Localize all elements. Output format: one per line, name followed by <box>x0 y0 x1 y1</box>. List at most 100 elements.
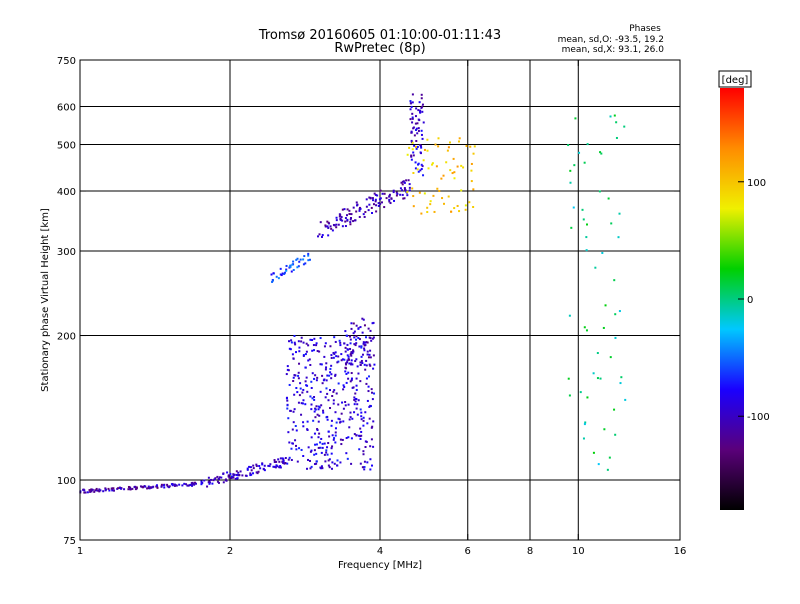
data-point <box>346 208 349 211</box>
data-point <box>288 340 291 343</box>
data-point <box>313 432 316 435</box>
data-point <box>362 453 365 456</box>
data-point <box>410 158 413 161</box>
data-point <box>273 465 276 468</box>
data-point <box>350 217 353 220</box>
data-point <box>412 195 415 198</box>
data-point <box>160 483 163 486</box>
data-point <box>357 327 360 330</box>
data-point <box>285 397 288 400</box>
data-point <box>620 376 623 379</box>
data-point <box>334 340 337 343</box>
data-point <box>368 196 371 199</box>
data-point <box>352 349 355 352</box>
data-point <box>365 382 368 385</box>
data-point <box>207 476 210 479</box>
data-point <box>236 474 239 477</box>
data-point <box>377 202 380 205</box>
data-point <box>300 340 303 343</box>
data-point <box>376 194 379 197</box>
data-point <box>375 210 378 213</box>
data-point <box>320 404 323 407</box>
data-point <box>360 418 363 421</box>
data-point <box>371 322 374 325</box>
data-point <box>323 442 326 445</box>
data-point <box>349 218 352 221</box>
data-point <box>295 444 298 447</box>
data-point <box>297 374 300 377</box>
data-point <box>290 341 293 344</box>
data-point <box>320 451 323 454</box>
data-point <box>297 371 300 374</box>
data-point <box>282 460 285 463</box>
data-point <box>572 206 575 209</box>
data-point <box>410 105 413 108</box>
grid-lines <box>80 60 680 540</box>
data-point <box>325 362 328 365</box>
data-point <box>341 208 344 211</box>
data-point <box>325 387 328 390</box>
data-point <box>369 445 372 448</box>
data-point <box>311 397 314 400</box>
data-point <box>332 399 335 402</box>
data-point <box>321 442 324 445</box>
data-point <box>408 189 411 192</box>
data-point <box>366 461 369 464</box>
data-point <box>350 363 353 366</box>
data-point <box>302 388 305 391</box>
data-point <box>345 381 348 384</box>
data-point <box>418 191 421 194</box>
data-point <box>84 491 87 494</box>
data-point <box>321 446 324 449</box>
data-point <box>309 467 312 470</box>
data-point <box>337 355 340 358</box>
data-point <box>395 194 398 197</box>
data-point <box>332 438 335 441</box>
data-point <box>297 265 300 268</box>
data-point <box>189 483 192 486</box>
data-point <box>352 206 355 209</box>
data-point <box>584 421 587 424</box>
data-point <box>358 345 361 348</box>
data-point <box>230 475 233 478</box>
data-point <box>370 426 373 429</box>
data-point <box>309 395 312 398</box>
data-point <box>404 188 407 191</box>
data-point <box>302 258 305 261</box>
data-point <box>267 464 270 467</box>
data-point <box>364 411 367 414</box>
data-point <box>360 434 363 437</box>
data-point <box>371 211 374 214</box>
data-point <box>342 407 345 410</box>
data-point <box>365 205 368 208</box>
data-point <box>456 165 459 168</box>
data-point <box>317 436 320 439</box>
data-point <box>379 189 382 192</box>
data-point <box>420 163 423 166</box>
data-point <box>422 159 425 162</box>
data-point <box>354 219 357 222</box>
data-point <box>355 358 358 361</box>
data-point <box>342 388 345 391</box>
data-point <box>349 347 352 350</box>
data-point <box>370 339 373 342</box>
data-point <box>372 367 375 370</box>
data-point <box>163 486 166 489</box>
data-point <box>355 201 358 204</box>
data-point <box>355 407 358 410</box>
data-point <box>597 463 600 466</box>
data-point <box>298 394 301 397</box>
data-point <box>406 194 409 197</box>
data-point <box>352 386 355 389</box>
data-point <box>407 179 410 182</box>
data-point <box>299 382 302 385</box>
data-point <box>457 140 460 143</box>
data-point <box>300 448 303 451</box>
data-point <box>408 186 411 189</box>
data-point <box>359 326 362 329</box>
data-point <box>296 460 299 463</box>
data-point <box>353 411 356 414</box>
data-point <box>309 338 312 341</box>
data-point <box>170 483 173 486</box>
data-point <box>296 266 299 269</box>
